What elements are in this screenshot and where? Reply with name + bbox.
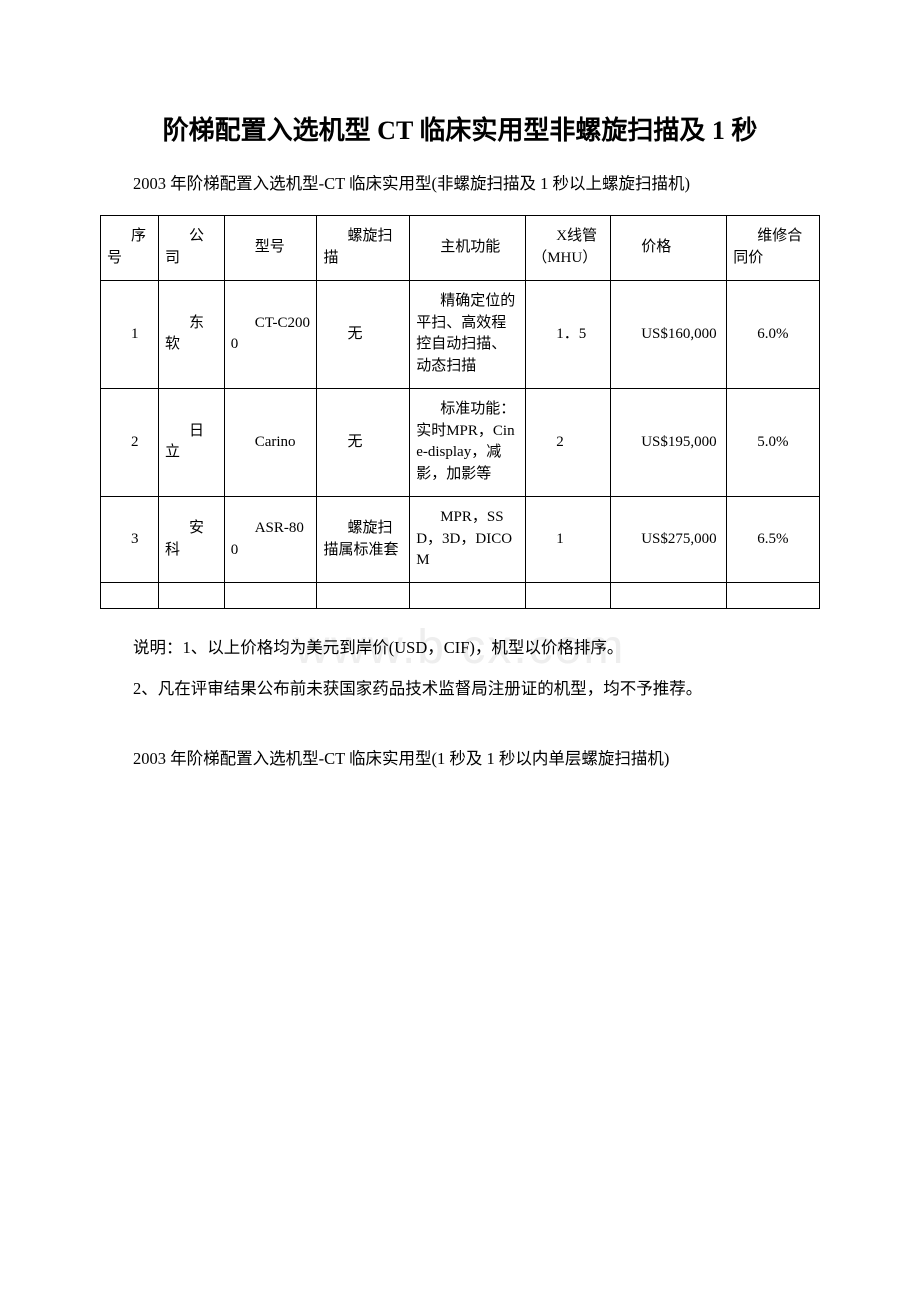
table-row: 1 东软 CT-C2000 无 精确定位的平扫、高效程控自动扫描、动态扫描 1．… <box>101 280 820 388</box>
col-header-model: 型号 <box>224 216 317 281</box>
cell-company: 东软 <box>158 280 224 388</box>
cell-maint: 5.0% <box>727 388 820 496</box>
document-content: 阶梯配置入选机型 CT 临床实用型非螺旋扫描及 1 秒 2003 年阶梯配置入选… <box>100 110 820 773</box>
table-header-row: 序号 公司 型号 螺旋扫描 主机功能 X线管（MHU） 价格 维修合同价 <box>101 216 820 281</box>
ct-models-table: 序号 公司 型号 螺旋扫描 主机功能 X线管（MHU） 价格 维修合同价 1 东… <box>100 215 820 609</box>
cell-price: US$160,000 <box>611 280 727 388</box>
col-header-seq: 序号 <box>101 216 159 281</box>
col-header-company: 公司 <box>158 216 224 281</box>
cell-model: ASR-800 <box>224 496 317 582</box>
col-header-tube: X线管（MHU） <box>526 216 611 281</box>
col-header-func: 主机功能 <box>410 216 526 281</box>
table-blank-row <box>101 583 820 609</box>
cell-func: 标准功能：实时MPR，Cine-display，减影，加影等 <box>410 388 526 496</box>
cell-price: US$195,000 <box>611 388 727 496</box>
second-subtitle: 2003 年阶梯配置入选机型-CT 临床实用型(1 秒及 1 秒以内单层螺旋扫描… <box>100 746 820 772</box>
cell-company: 安科 <box>158 496 224 582</box>
cell-maint: 6.5% <box>727 496 820 582</box>
cell-scan: 无 <box>317 388 410 496</box>
cell-func: MPR，SSD，3D，DICOM <box>410 496 526 582</box>
note-line-2: 2、凡在评审结果公布前未获国家药品技术监督局注册证的机型，均不予推荐。 <box>100 672 820 707</box>
col-header-scan: 螺旋扫描 <box>317 216 410 281</box>
cell-seq: 3 <box>101 496 159 582</box>
col-header-price: 价格 <box>611 216 727 281</box>
cell-company: 日立 <box>158 388 224 496</box>
cell-scan: 螺旋扫描属标准套 <box>317 496 410 582</box>
note-line-1: 说明：1、以上价格均为美元到岸价(USD，CIF)，机型以价格排序。 <box>100 631 820 666</box>
cell-seq: 2 <box>101 388 159 496</box>
table-row: 3 安科 ASR-800 螺旋扫描属标准套 MPR，SSD，3D，DICOM 1… <box>101 496 820 582</box>
cell-func: 精确定位的平扫、高效程控自动扫描、动态扫描 <box>410 280 526 388</box>
table-row: 2 日立 Carino 无 标准功能：实时MPR，Cine-display，减影… <box>101 388 820 496</box>
col-header-maint: 维修合同价 <box>727 216 820 281</box>
cell-price: US$275,000 <box>611 496 727 582</box>
cell-seq: 1 <box>101 280 159 388</box>
cell-tube: 1 <box>526 496 611 582</box>
cell-maint: 6.0% <box>727 280 820 388</box>
cell-model: Carino <box>224 388 317 496</box>
page-title: 阶梯配置入选机型 CT 临床实用型非螺旋扫描及 1 秒 <box>100 110 820 147</box>
document-page: www.b cx.com 阶梯配置入选机型 CT 临床实用型非螺旋扫描及 1 秒… <box>0 0 920 833</box>
cell-scan: 无 <box>317 280 410 388</box>
cell-model: CT-C2000 <box>224 280 317 388</box>
cell-tube: 2 <box>526 388 611 496</box>
table-subtitle: 2003 年阶梯配置入选机型-CT 临床实用型(非螺旋扫描及 1 秒以上螺旋扫描… <box>100 171 820 197</box>
cell-tube: 1．5 <box>526 280 611 388</box>
